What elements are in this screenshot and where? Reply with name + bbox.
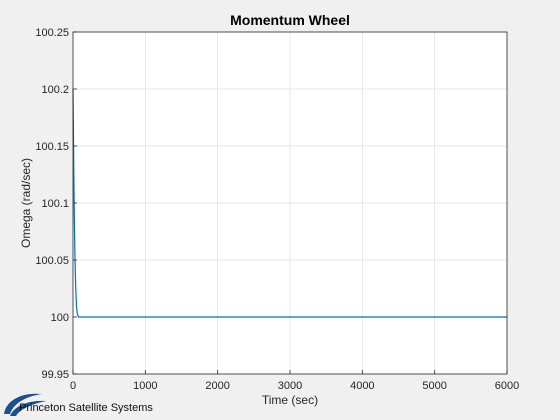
x-tick-label: 2000 [205, 380, 229, 392]
y-tick-label: 100.2 [41, 84, 69, 96]
x-tick-label: 3000 [278, 380, 302, 392]
logo-swoosh-inner-icon [10, 400, 46, 416]
series-line [72, 88, 507, 318]
brand-text: Princeton Satellite Systems [19, 402, 153, 414]
y-tick-label: 100.1 [41, 198, 69, 210]
y-tick-label: 100.15 [35, 141, 69, 153]
x-tick-label: 5000 [422, 380, 446, 392]
chart-title: Momentum Wheel [230, 12, 350, 28]
x-axis-label: Time (sec) [262, 393, 318, 407]
y-tick-label: 100.25 [35, 27, 69, 39]
y-axis: 99.95 100 100.05 100.1 100.15 100.2 100.25 [35, 27, 77, 381]
y-tick-label: 99.95 [41, 369, 69, 381]
x-tick-label: 0 [70, 380, 76, 392]
x-tick-label: 1000 [133, 380, 157, 392]
logo-swoosh-icon [4, 393, 42, 414]
x-tick-label: 4000 [350, 380, 374, 392]
x-axis: 0 1000 2000 3000 4000 5000 6000 [70, 370, 519, 392]
y-axis-label: Omega (rad/sec) [19, 158, 33, 248]
y-tick-label: 100 [51, 312, 69, 324]
x-tick-label: 6000 [495, 380, 519, 392]
y-tick-label: 100.05 [35, 255, 69, 267]
series-layer [72, 88, 507, 318]
brand-logo [4, 393, 46, 416]
